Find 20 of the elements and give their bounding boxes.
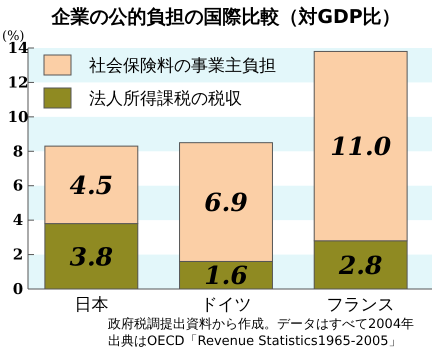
legend-label: 法人所得課税の税収 (89, 89, 242, 109)
x-tick-label: 日本 (74, 295, 108, 315)
y-tick-label: 6 (12, 176, 24, 195)
data-label: 4.5 (70, 170, 114, 200)
data-label: 6.9 (204, 188, 248, 218)
data-label: 3.8 (70, 242, 114, 272)
text: 政府税調提出資料から作成。データはすべて2004年 (108, 316, 414, 332)
x-tick-label: フランス (326, 295, 395, 315)
data-label: 1.6 (204, 261, 248, 290)
x-tick-label: ドイツ (200, 295, 252, 315)
y-tick-label: 4 (12, 211, 24, 230)
legend-label: 社会保険料の事業主負担 (89, 56, 276, 76)
y-tick-label: 12 (8, 73, 28, 92)
y-tick-label: 8 (12, 142, 24, 160)
y-tick-label: 0 (12, 280, 24, 298)
data-label: 2.8 (338, 250, 382, 280)
y-tick-label: 2 (12, 246, 24, 264)
data-label: 11.0 (330, 132, 392, 162)
chart-title: 企業の公的負担の国際比較（対GDP比） (50, 6, 401, 28)
text: 出典はOECD「Revenue Statistics1965-2005」 (108, 334, 402, 349)
